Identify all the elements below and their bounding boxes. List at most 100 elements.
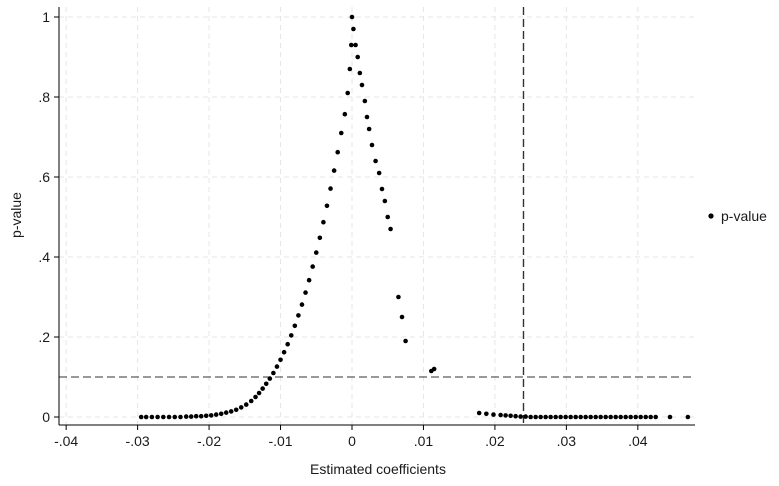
data-point (376, 170, 382, 176)
data-point (313, 250, 319, 255)
data-point (491, 412, 496, 417)
data-point (143, 414, 149, 420)
data-point (299, 302, 305, 307)
data-point (208, 413, 214, 418)
data-point (543, 414, 548, 420)
legend-label-p-value: p-value (721, 208, 767, 224)
x-tick-label: 0 (348, 433, 356, 449)
data-point (288, 333, 294, 338)
data-point (598, 414, 603, 420)
data-point (296, 313, 301, 318)
data-point (138, 414, 144, 420)
x-tick-label: -.02 (197, 433, 221, 449)
data-point (548, 414, 553, 420)
data-point (310, 264, 315, 269)
data-point (431, 366, 437, 372)
data-point (292, 323, 298, 329)
data-point (366, 126, 372, 132)
data-point (198, 413, 204, 419)
data-point (166, 414, 172, 420)
data-point (253, 394, 258, 400)
data-point (149, 414, 155, 420)
x-tick-label: -.01 (268, 433, 292, 449)
data-point (228, 409, 234, 414)
data-point (558, 414, 563, 420)
data-point (178, 414, 183, 420)
data-point (193, 413, 199, 419)
data-point (267, 376, 273, 381)
data-point (399, 314, 405, 320)
data-point (243, 402, 249, 407)
data-point (573, 414, 578, 420)
x-tick-label: -.04 (54, 433, 78, 449)
data-point (568, 414, 573, 420)
legend: p-value (708, 208, 767, 224)
data-point (476, 410, 482, 416)
x-tick-label: .02 (485, 433, 505, 449)
data-point (348, 42, 354, 48)
data-point (213, 412, 219, 417)
data-point (533, 414, 538, 420)
data-point (638, 414, 643, 420)
data-point (218, 411, 224, 417)
data-point (484, 411, 489, 417)
data-point (382, 198, 388, 204)
data-point (508, 413, 513, 419)
data-point (385, 214, 391, 220)
data-point (583, 414, 588, 420)
data-point (183, 414, 189, 419)
data-point (317, 235, 323, 241)
data-point (373, 158, 378, 164)
data-point (355, 54, 361, 60)
data-point (379, 186, 385, 192)
data-point (593, 414, 598, 420)
data-point (155, 414, 160, 420)
data-point (513, 413, 518, 419)
x-tick-label: .01 (414, 433, 434, 449)
reference-lines (59, 7, 695, 425)
data-point (603, 414, 608, 420)
data-point (285, 341, 290, 347)
data-point (306, 277, 312, 283)
grid-lines (59, 7, 695, 425)
data-point (349, 14, 355, 20)
data-point (238, 405, 244, 410)
data-point (685, 414, 691, 420)
data-point (633, 414, 638, 420)
data-point (623, 414, 628, 420)
data-point (608, 414, 613, 420)
y-tick-label: .8 (38, 89, 50, 105)
data-point (203, 413, 209, 419)
y-tick-label: 0 (42, 409, 50, 425)
data-point (353, 42, 358, 48)
scatter-points (138, 14, 691, 420)
data-point (233, 407, 239, 413)
data-point (331, 168, 337, 173)
data-point (324, 203, 330, 209)
data-point (518, 414, 523, 419)
data-point (613, 414, 618, 420)
data-point (248, 398, 254, 404)
data-point (362, 98, 368, 104)
data-point (648, 414, 653, 420)
x-axis-title: Estimated coefficients (310, 461, 446, 477)
data-point (263, 381, 269, 387)
data-point (396, 294, 401, 300)
data-point (653, 414, 658, 420)
data-point (364, 114, 370, 120)
data-point (342, 111, 348, 117)
data-point (667, 414, 673, 420)
data-point (281, 349, 287, 355)
data-point (369, 142, 375, 148)
legend-marker (708, 213, 714, 219)
data-point (321, 219, 326, 225)
y-tick-label: .2 (38, 329, 50, 345)
data-point (563, 414, 568, 420)
y-tick-label: 1 (42, 9, 50, 25)
data-point (351, 26, 356, 32)
x-tick-label: .03 (557, 433, 577, 449)
data-point (161, 414, 166, 420)
data-point (503, 413, 508, 418)
data-point (388, 226, 393, 232)
